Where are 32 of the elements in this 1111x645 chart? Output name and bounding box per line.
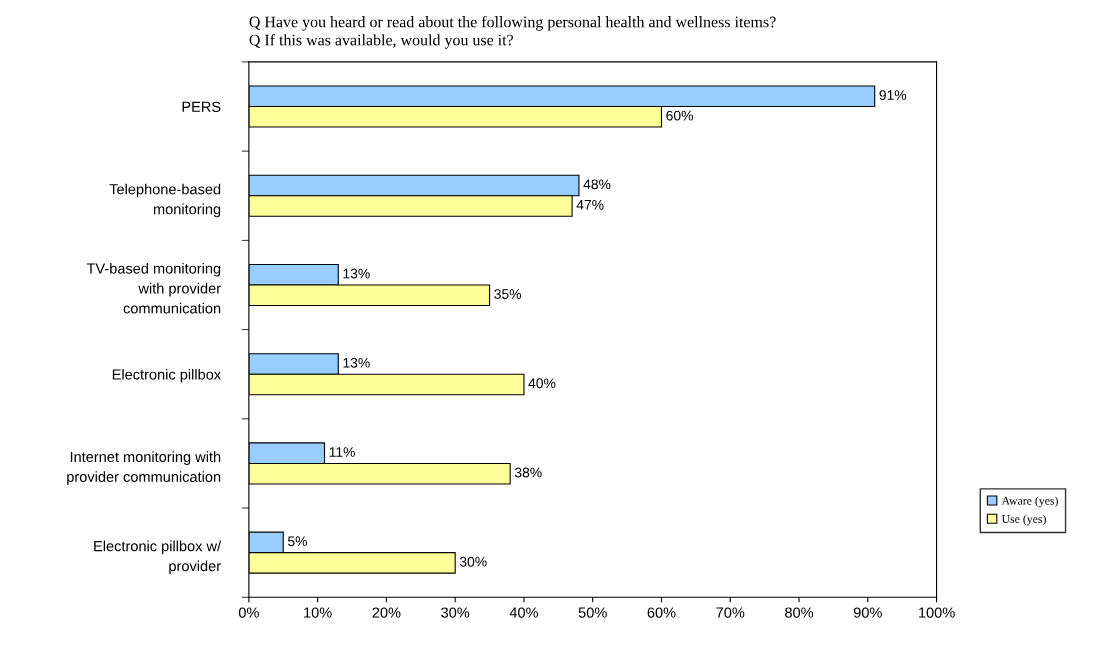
data-label: 60%	[666, 110, 693, 121]
legend-label: Use (yes)	[1001, 514, 1046, 526]
y-tick-label: Internet monitoring with provider communication	[67, 451, 221, 485]
data-label: 38%	[514, 467, 542, 478]
x-tick-label: 10%	[304, 607, 332, 618]
y-tick-label: TV-based monitoring with provider communication	[86, 262, 221, 314]
x-tick-label: 70%	[716, 607, 745, 618]
chart-title: Q Have you heard or read about the following personal health and wellness items? Q If this was available, would you use it?	[249, 15, 776, 49]
x-tick-label: 90%	[853, 607, 882, 618]
data-label: 91%	[879, 90, 907, 100]
data-label: 13%	[343, 268, 370, 279]
x-tick-label: 20%	[372, 607, 401, 618]
data-label: 30%	[459, 556, 487, 567]
x-tick-label: 40%	[509, 607, 539, 618]
x-tick-label: 50%	[578, 607, 607, 618]
y-tick-label: Electronic pillbox w/ provider	[94, 540, 222, 575]
data-label: 40%	[528, 378, 556, 389]
x-tick-label: 0%	[238, 607, 259, 618]
y-tick-label: PERS	[182, 101, 221, 112]
data-label: 5%	[287, 536, 307, 547]
data-label: 11%	[329, 447, 355, 457]
y-tick-label: Telephone-based monitoring	[109, 183, 221, 218]
data-label: 35%	[494, 289, 522, 299]
legend-label: Aware (yes)	[1001, 496, 1058, 508]
data-label: 47%	[576, 199, 604, 210]
x-tick-label: 100%	[919, 607, 955, 618]
data-label: 48%	[583, 179, 611, 190]
x-tick-label: 30%	[441, 607, 470, 618]
data-label: 13%	[343, 357, 370, 368]
x-tick-label: 80%	[785, 607, 814, 618]
x-tick-label: 60%	[647, 607, 676, 618]
y-tick-label: Electronic pillbox	[112, 368, 221, 383]
